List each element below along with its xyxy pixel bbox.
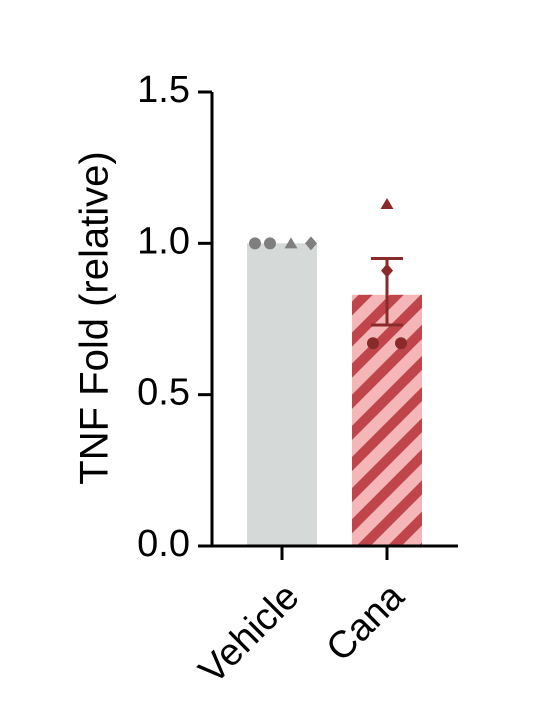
y-tick-label: 0.0 [137, 523, 190, 565]
data-point-circle [249, 237, 261, 250]
data-point-circle [395, 337, 407, 350]
data-point-triangle [284, 237, 298, 249]
data-point-triangle [380, 197, 394, 209]
data-point-circle [367, 337, 379, 350]
y-tick-label: 1.5 [137, 69, 190, 111]
x-category-label: Cana [319, 575, 414, 670]
y-tick-label: 1.0 [137, 220, 190, 262]
plot-area: 0.0 0.5 1.0 1.5 Vehicle Cana [137, 69, 458, 692]
data-point-diamond [305, 236, 317, 251]
bar-vehicle [247, 243, 317, 547]
data-point-diamond [381, 263, 393, 278]
y-axis-title: TNF Fold (relative) [73, 151, 117, 484]
bar-cana [352, 294, 422, 546]
y-tick-label: 0.5 [137, 372, 190, 414]
x-category-label: Vehicle [191, 576, 307, 692]
data-point-circle [264, 237, 276, 250]
